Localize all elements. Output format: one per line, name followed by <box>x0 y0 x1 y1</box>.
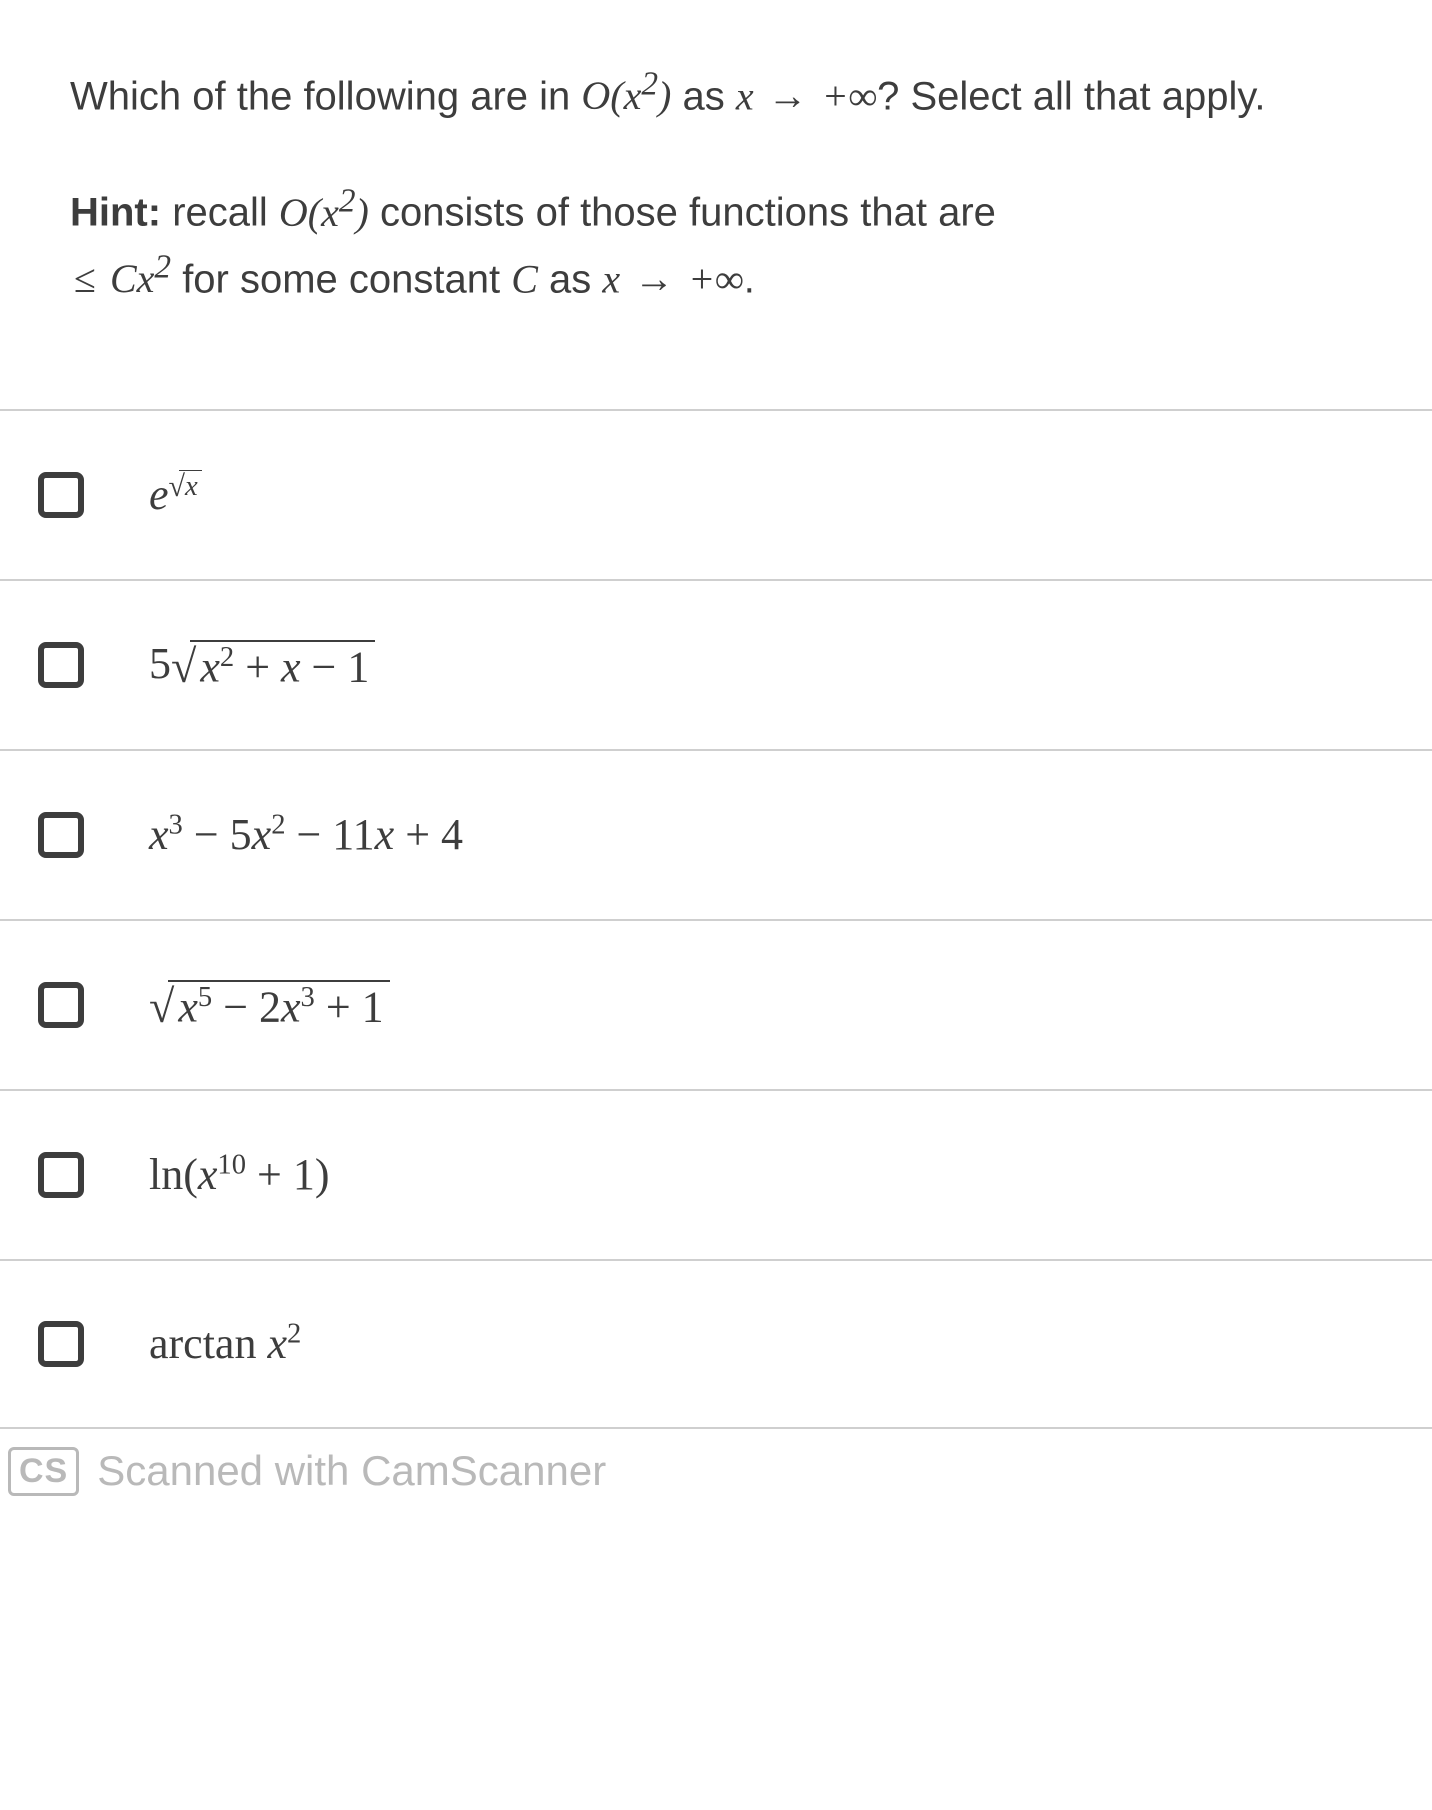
camscanner-badge-icon: CS <box>8 1447 79 1496</box>
checkbox[interactable] <box>38 982 84 1028</box>
hint-period: . <box>744 257 755 301</box>
option-row[interactable]: 5√x2 + x − 1 <box>0 579 1432 749</box>
question-limit: x → +∞ <box>736 73 877 118</box>
hint-bigO: O(x2) <box>279 190 369 235</box>
hint-t4: as <box>538 257 602 301</box>
option-row[interactable]: √x5 − 2x3 + 1 <box>0 919 1432 1089</box>
hint-const: C <box>511 256 538 301</box>
question-suffix: ? Select all that apply. <box>877 74 1265 118</box>
question-mid: as <box>682 74 735 118</box>
option-label: arctan x2 <box>149 1318 301 1369</box>
question-text: Which of the following are in O(x2) as x… <box>70 60 1362 126</box>
checkbox[interactable] <box>38 472 84 518</box>
option-row[interactable]: ln(x10 + 1) <box>0 1089 1432 1259</box>
option-row[interactable]: x3 − 5x2 − 11x + 4 <box>0 749 1432 919</box>
checkbox[interactable] <box>38 812 84 858</box>
scanner-footer: CS Scanned with CamScanner <box>0 1429 1432 1514</box>
option-label: 5√x2 + x − 1 <box>149 638 375 692</box>
option-row[interactable]: e√x <box>0 409 1432 579</box>
options-list: e√x 5√x2 + x − 1 x3 − 5x2 − 11x + 4 √x5 … <box>0 409 1432 1429</box>
hint-limit: x → +∞ <box>602 256 743 301</box>
checkbox[interactable] <box>38 1321 84 1367</box>
option-label: x3 − 5x2 − 11x + 4 <box>149 809 463 860</box>
hint-label: Hint: <box>70 191 161 235</box>
hint-t3: for some constant <box>171 257 511 301</box>
hint-t1: recall <box>161 191 279 235</box>
scanner-text: Scanned with CamScanner <box>97 1447 606 1495</box>
option-label: √x5 − 2x3 + 1 <box>149 978 390 1032</box>
hint-text: Hint: recall O(x2) consists of those fun… <box>70 176 1362 309</box>
option-label: ln(x10 + 1) <box>149 1149 329 1200</box>
checkbox[interactable] <box>38 642 84 688</box>
question-prefix: Which of the following are in <box>70 74 581 118</box>
option-label: e√x <box>149 469 202 520</box>
question-bigO: O(x2) <box>581 73 671 118</box>
hint-bound: ≤ Cx2 <box>70 256 171 301</box>
option-row[interactable]: arctan x2 <box>0 1259 1432 1429</box>
checkbox[interactable] <box>38 1152 84 1198</box>
hint-t2: consists of those functions that are <box>369 191 996 235</box>
